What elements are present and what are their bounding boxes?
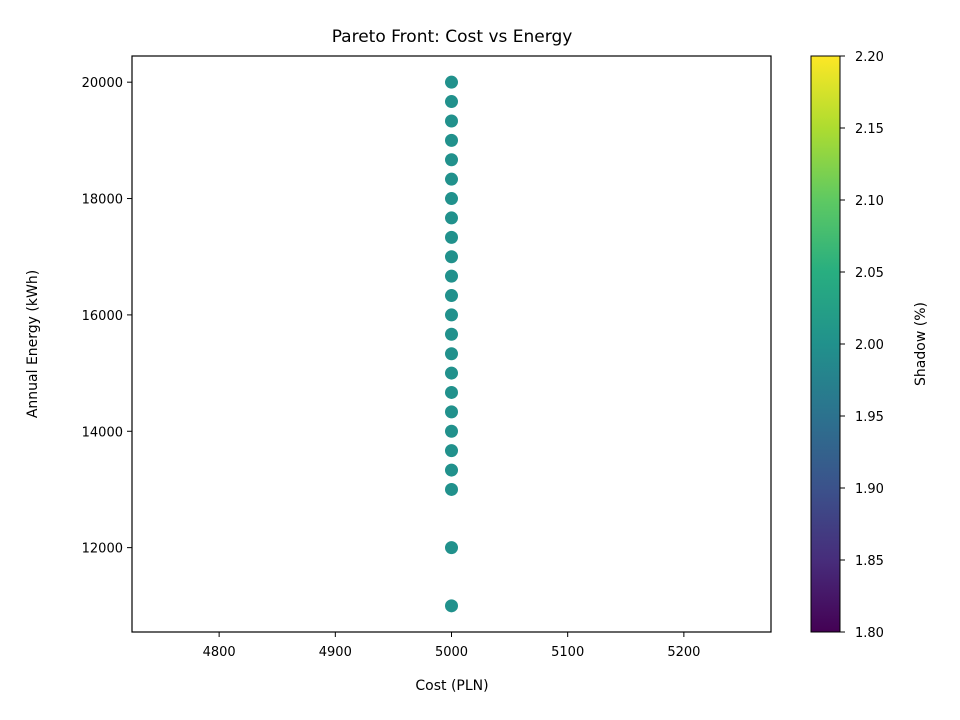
scatter-point [445,424,458,438]
colorbar-ticks: 1.80 1.85 1.90 1.95 2.00 2.05 2.10 2.15 2.20 [840,50,884,641]
x-axis-ticks: 4800 4900 5000 5100 5200 [203,632,700,660]
scatter-point [445,230,458,244]
colorbar-tick-label: 1.90 [855,482,884,497]
scatter-point [445,347,458,361]
x-axis-label: Cost (PLN) [415,678,488,694]
y-tick-label: 20000 [82,76,123,91]
scatter-point [445,482,458,496]
x-tick-label: 4800 [203,645,236,660]
chart-title: Pareto Front: Cost vs Energy [332,27,573,47]
x-tick-label: 5200 [667,645,700,660]
colorbar-tick-label: 2.05 [855,266,884,281]
colorbar-tick-label: 1.85 [855,554,884,569]
y-tick-label: 14000 [82,425,123,440]
plot-area-frame [131,55,772,633]
scatter-point [445,444,458,458]
scatter-point [445,463,458,477]
x-tick-label: 5000 [435,645,468,660]
scatter-point [445,211,458,225]
scatter-point [445,269,458,283]
colorbar [810,55,841,633]
y-axis-ticks: 12000 14000 16000 18000 20000 [82,76,132,557]
scatter-point [445,289,458,303]
colorbar-tick-label: 2.15 [855,122,884,137]
y-tick-label: 16000 [82,309,123,324]
scatter-point [445,95,458,109]
colorbar-label: Shadow (%) [913,302,929,386]
scatter-point [445,327,458,341]
scatter-point [445,366,458,380]
x-tick-label: 5100 [551,645,584,660]
scatter-point [445,75,458,89]
scatter-point [445,385,458,399]
scatter-point [445,153,458,167]
x-tick-label: 4900 [319,645,352,660]
scatter-point [445,172,458,186]
colorbar-tick-label: 2.10 [855,194,884,209]
scatter-point [445,192,458,206]
scatter-point [445,250,458,264]
scatter-point [445,599,458,613]
colorbar-tick-label: 2.00 [855,338,884,353]
scatter-point [445,405,458,419]
scatter-point [445,133,458,147]
scatter-point [445,308,458,322]
colorbar-tick-label: 1.95 [855,410,884,425]
scatter-point [445,541,458,555]
y-tick-label: 12000 [82,542,123,557]
colorbar-tick-label: 1.80 [855,626,884,641]
colorbar-tick-label: 2.20 [855,50,884,65]
scatter-points [445,75,458,613]
y-tick-label: 18000 [82,193,123,208]
y-axis-label: Annual Energy (kWh) [25,270,41,418]
scatter-point [445,114,458,128]
